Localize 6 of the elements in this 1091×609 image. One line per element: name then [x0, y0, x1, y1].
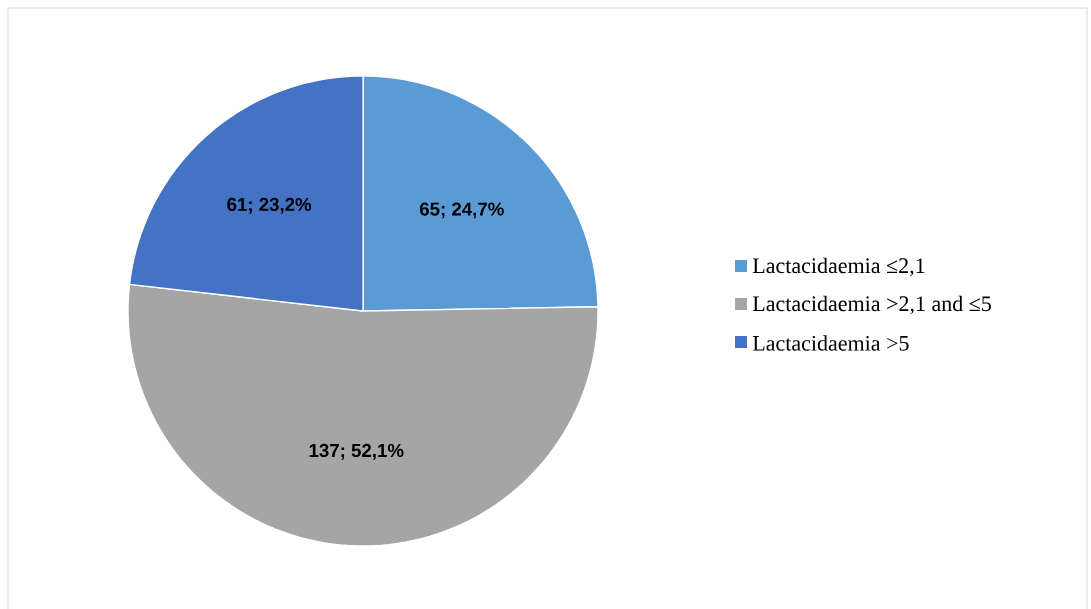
- data-label: 61; 23,2%: [227, 197, 312, 214]
- data-label: 65; 24,7%: [419, 202, 504, 219]
- legend-label: Lactacidaemia >2,1 and ≤5: [752, 295, 991, 315]
- legend-label: Lactacidaemia >5: [752, 335, 909, 351]
- legend-label: Lactacidaemia ≤2,1: [752, 257, 925, 277]
- data-label: 137; 52,1%: [309, 443, 404, 460]
